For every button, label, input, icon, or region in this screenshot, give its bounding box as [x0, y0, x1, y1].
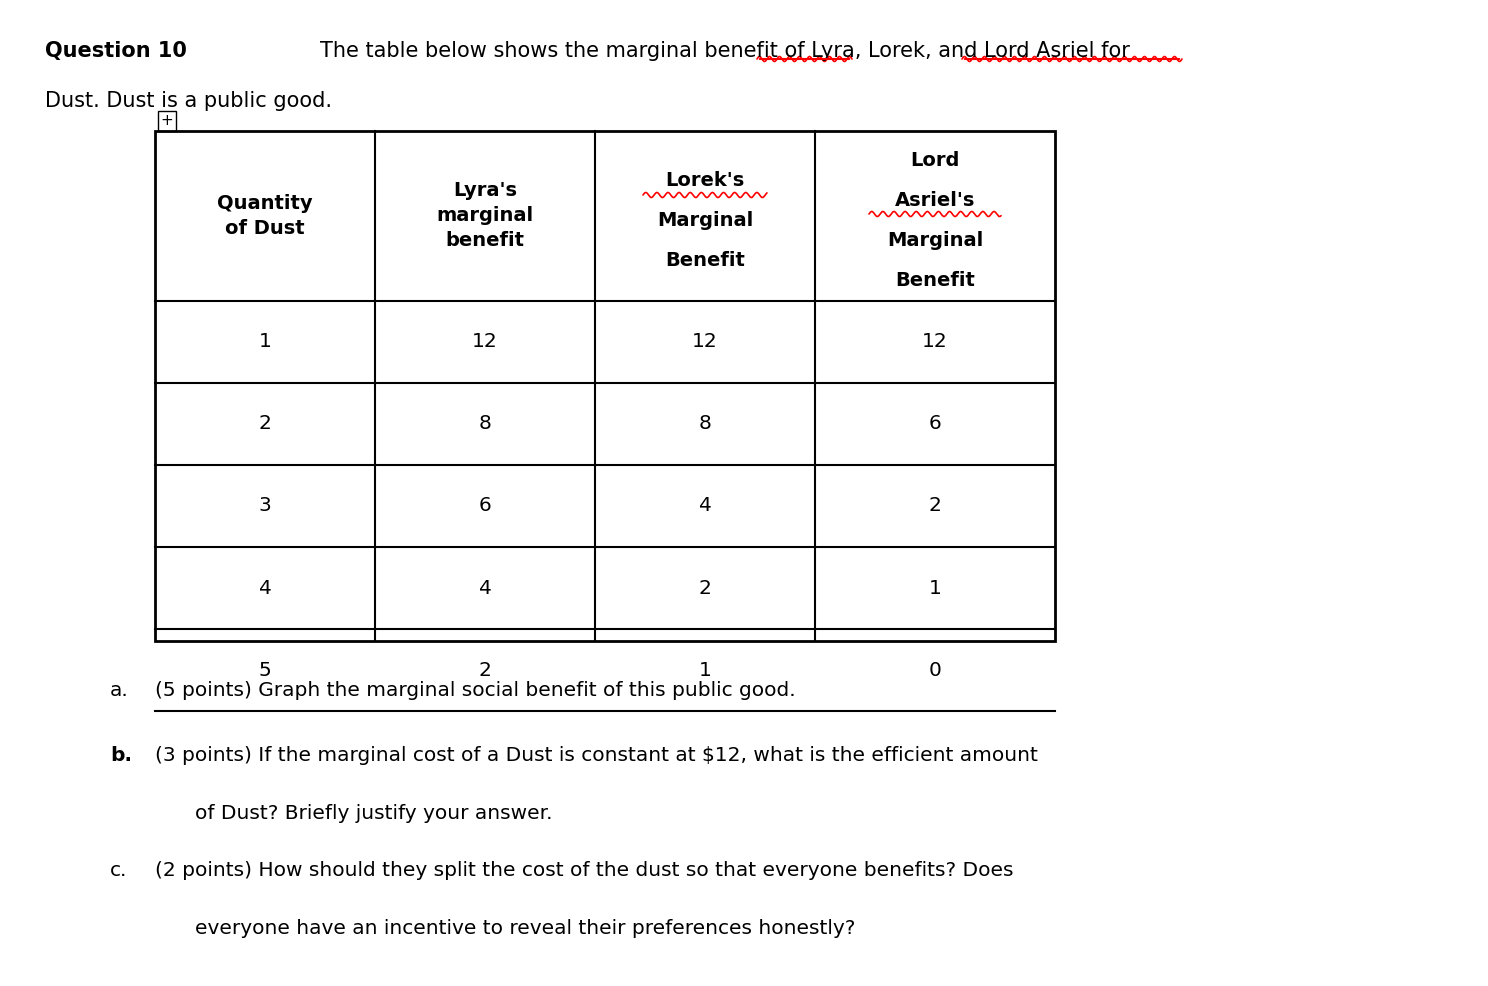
- Text: 0: 0: [929, 661, 942, 679]
- Bar: [155, 131, 1055, 641]
- Text: Quantity
of Dust: Quantity of Dust: [217, 194, 312, 238]
- Text: Asriel's: Asriel's: [894, 191, 975, 210]
- Text: 12: 12: [923, 332, 948, 351]
- Text: 8: 8: [479, 414, 491, 434]
- Text: Dust. Dust is a public good.: Dust. Dust is a public good.: [45, 91, 332, 111]
- Text: 3: 3: [259, 497, 271, 516]
- Text: Benefit: Benefit: [665, 251, 745, 270]
- Text: a.: a.: [110, 681, 129, 700]
- Text: Benefit: Benefit: [896, 271, 975, 291]
- Text: 12: 12: [692, 332, 717, 351]
- Text: 4: 4: [698, 497, 711, 516]
- Text: Lorek's: Lorek's: [665, 172, 744, 190]
- Text: 6: 6: [479, 497, 491, 516]
- Text: (3 points) If the marginal cost of a Dust is constant at $12, what is the effici: (3 points) If the marginal cost of a Dus…: [155, 746, 1037, 765]
- Text: 6: 6: [929, 414, 942, 434]
- Text: 1: 1: [929, 579, 942, 598]
- Text: Lyra's
marginal
benefit: Lyra's marginal benefit: [436, 181, 534, 250]
- Text: 4: 4: [259, 579, 271, 598]
- Text: Marginal: Marginal: [887, 232, 984, 250]
- Text: c.: c.: [110, 861, 128, 880]
- Text: b.: b.: [110, 746, 132, 765]
- Text: 5: 5: [259, 661, 271, 679]
- Text: 12: 12: [472, 332, 498, 351]
- Text: (5 points) Graph the marginal social benefit of this public good.: (5 points) Graph the marginal social ben…: [155, 681, 796, 700]
- Text: 2: 2: [698, 579, 711, 598]
- Text: 2: 2: [929, 497, 942, 516]
- Text: (2 points) How should they split the cost of the dust so that everyone benefits?: (2 points) How should they split the cos…: [155, 861, 1013, 880]
- Text: 1: 1: [259, 332, 271, 351]
- Text: 4: 4: [479, 579, 491, 598]
- Text: 8: 8: [698, 414, 711, 434]
- Text: everyone have an incentive to reveal their preferences honestly?: everyone have an incentive to reveal the…: [195, 919, 856, 938]
- Text: of Dust? Briefly justify your answer.: of Dust? Briefly justify your answer.: [195, 804, 552, 823]
- Text: Question 10: Question 10: [45, 41, 187, 61]
- Text: The table below shows the marginal benefit of Lyra, Lorek, and Lord Asriel for: The table below shows the marginal benef…: [320, 41, 1129, 61]
- Text: Marginal: Marginal: [656, 212, 753, 231]
- Text: 1: 1: [698, 661, 711, 679]
- Text: 2: 2: [479, 661, 491, 679]
- Text: +: +: [161, 113, 174, 128]
- Text: Lord: Lord: [911, 152, 960, 171]
- Text: 2: 2: [259, 414, 271, 434]
